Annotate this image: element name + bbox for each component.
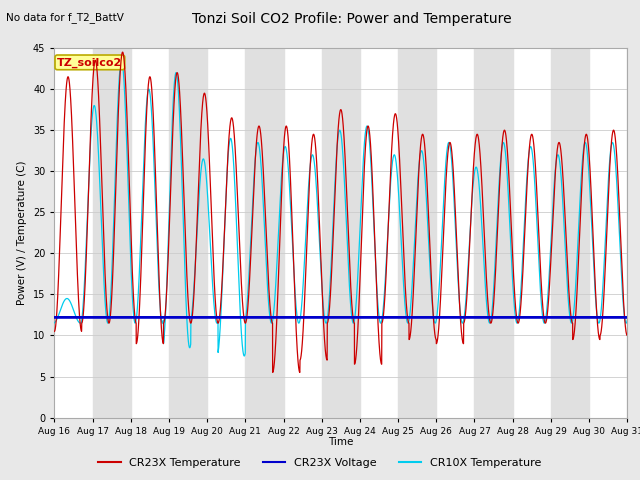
X-axis label: Time: Time — [328, 437, 353, 447]
Bar — [93, 48, 131, 418]
Bar — [322, 48, 360, 418]
Text: TZ_soilco2: TZ_soilco2 — [57, 57, 122, 68]
Y-axis label: Power (V) / Temperature (C): Power (V) / Temperature (C) — [17, 160, 28, 305]
Bar — [169, 48, 207, 418]
Bar — [398, 48, 436, 418]
Text: Tonzi Soil CO2 Profile: Power and Temperature: Tonzi Soil CO2 Profile: Power and Temper… — [192, 12, 512, 26]
Bar — [551, 48, 589, 418]
Bar — [474, 48, 513, 418]
Text: No data for f_T2_BattV: No data for f_T2_BattV — [6, 12, 124, 23]
Bar — [245, 48, 284, 418]
Legend: CR23X Temperature, CR23X Voltage, CR10X Temperature: CR23X Temperature, CR23X Voltage, CR10X … — [94, 453, 546, 472]
